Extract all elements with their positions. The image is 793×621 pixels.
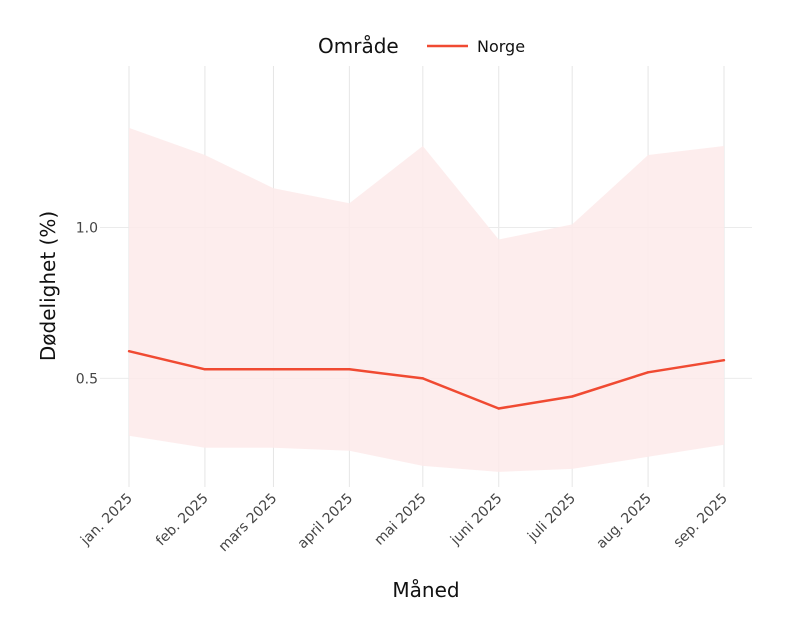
data-point-3 [348, 368, 351, 371]
series-lines [127, 349, 726, 410]
x-tick-label-6: juli 2025 [524, 491, 579, 546]
data-point-0 [127, 349, 131, 353]
y-axis-title: Dødelighet (%) [36, 211, 60, 361]
confidence-band-norge [129, 127, 724, 472]
x-axis-tick-labels: jan. 2025 feb. 2025 mars 2025 april 2025 mai… [77, 491, 731, 556]
x-tick-label-7: aug. 2025 [593, 491, 654, 552]
x-tick-label-0: jan. 2025 [77, 491, 136, 550]
data-point-4 [421, 377, 425, 380]
legend-title: Område [318, 34, 399, 58]
legend-label-norge: Norge [477, 37, 525, 56]
x-tick-label-8: sep. 2025 [670, 491, 730, 551]
x-tick-label-3: april 2025 [295, 491, 357, 553]
data-point-2 [272, 368, 275, 371]
x-tick-label-5: juni 2025 [447, 491, 505, 549]
data-point-6 [570, 395, 574, 398]
x-tick-label-1: feb. 2025 [153, 491, 212, 550]
y-axis-tick-labels: 0.5 1.0 [76, 220, 98, 387]
x-tick-label-2: mars 2025 [216, 491, 281, 556]
data-point-8 [722, 359, 726, 362]
confidence-band [129, 127, 724, 472]
data-point-7 [646, 371, 650, 374]
data-point-1 [203, 368, 207, 371]
x-tick-label-4: mai 2025 [372, 491, 430, 549]
legend: Område Norge [318, 34, 525, 58]
y-tick-label-1: 1.0 [76, 220, 98, 236]
y-tick-label-0: 0.5 [76, 371, 98, 387]
data-point-5 [497, 407, 500, 410]
x-axis-title: Måned [392, 578, 459, 602]
